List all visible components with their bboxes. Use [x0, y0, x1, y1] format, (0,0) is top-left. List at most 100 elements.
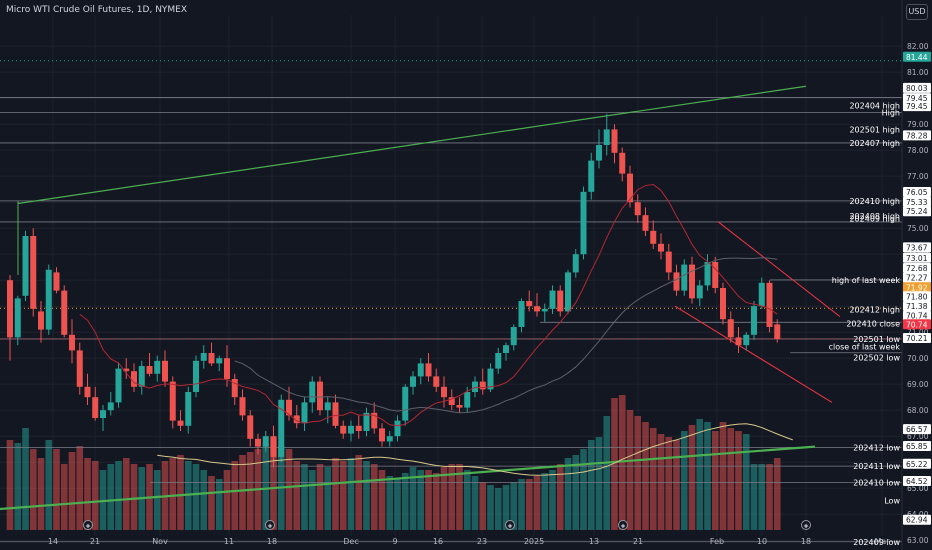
level-label: 202412 high — [849, 305, 900, 314]
volume-bar — [696, 419, 704, 530]
price-badge — [903, 476, 931, 486]
price-tick-label: 78.00 — [907, 146, 929, 155]
candle-body — [262, 436, 269, 447]
level-label: 202411 low — [853, 462, 900, 471]
candle-body — [169, 381, 176, 421]
time-tick-label: Mar — [874, 537, 890, 546]
price-tick-label: 81.00 — [907, 68, 929, 77]
volume-bar — [533, 476, 541, 530]
candle-body — [324, 402, 331, 411]
volume-bar — [45, 440, 53, 530]
volume-bar — [347, 458, 355, 530]
candle-body — [479, 381, 486, 390]
channel-line-upper — [717, 221, 841, 317]
volume-bar — [673, 440, 680, 530]
currency-button[interactable]: USD — [906, 4, 928, 20]
price-badge — [903, 206, 931, 217]
price-badge-label: 71.80 — [906, 292, 928, 301]
level-lines — [0, 60, 902, 543]
volume-bar — [440, 467, 448, 530]
candle-body — [588, 160, 595, 192]
candle-body — [665, 251, 672, 273]
volume-bar — [758, 464, 766, 530]
candle-body — [472, 381, 478, 392]
candle-body — [38, 311, 44, 330]
price-badge-label: 79.45 — [906, 94, 928, 103]
volume-bar — [270, 437, 277, 530]
price-badge-label: 73.67 — [906, 243, 928, 252]
volume-bar — [37, 458, 45, 530]
price-badge-label: 71.92 — [906, 283, 928, 292]
price-badge — [903, 441, 931, 451]
volume-bar — [766, 464, 773, 530]
candle-body — [448, 397, 455, 405]
volume-bar — [84, 458, 91, 530]
candle-body — [107, 402, 114, 411]
price-badge — [903, 130, 931, 141]
level-label: 202501 low — [853, 335, 900, 344]
volume-bar — [130, 464, 138, 530]
price-axis[interactable]: 82.0081.0080.0079.0078.0077.0076.0075.00… — [901, 0, 932, 550]
candle-body — [363, 412, 370, 431]
volume-bar — [122, 458, 130, 530]
event-icons[interactable]: ◈ ◈ ◈ ◈ ◈ — [83, 520, 811, 530]
price-badge — [903, 458, 931, 469]
volume-bar — [239, 455, 246, 530]
candle-body — [611, 129, 618, 153]
time-axis[interactable]: 14 21 Nov 11 18 Dec 9 16 23 2025 13 21 Feb 10 18 Mar — [48, 537, 890, 546]
price-badge — [903, 424, 931, 435]
volume-bar — [735, 431, 742, 530]
price-badge-label: 70.74 — [906, 320, 928, 329]
candle-body — [216, 358, 223, 364]
level-label: 202410 low — [853, 478, 900, 487]
price-badge-label: 75.33 — [906, 198, 928, 207]
volume-bar — [525, 479, 533, 530]
candle-body — [580, 191, 587, 255]
trend-line-top — [17, 85, 807, 205]
candle-body — [727, 319, 734, 338]
candle-body — [278, 399, 285, 457]
candle-body — [510, 327, 517, 346]
volume-bar — [29, 449, 37, 530]
volume-bar — [6, 440, 14, 530]
time-tick-label: 14 — [48, 537, 58, 546]
candle-body — [69, 334, 75, 351]
volume-bar — [618, 395, 626, 530]
candle-body — [123, 368, 130, 372]
candle-body — [557, 290, 564, 312]
time-tick-label: 9 — [392, 537, 397, 546]
price-badge — [903, 101, 931, 112]
volume-bar — [192, 464, 200, 530]
volume-bar — [665, 437, 673, 530]
volume-bar — [215, 479, 223, 530]
candle-body — [386, 436, 393, 442]
candle-body — [735, 337, 742, 346]
price-tick-label: 70.00 — [907, 354, 929, 363]
level-label: 202502 low — [853, 354, 900, 363]
candle-body — [53, 272, 60, 291]
level-label: High — [882, 109, 900, 118]
candle-body — [743, 334, 750, 346]
volume-bar — [115, 461, 122, 530]
candles — [7, 113, 781, 468]
price-badge-label: 71.38 — [906, 302, 928, 311]
candle-body — [696, 285, 703, 299]
time-tick-label: Nov — [152, 537, 168, 546]
volume-bar — [642, 422, 649, 530]
price-badge — [903, 51, 931, 62]
candle-body — [84, 386, 91, 398]
volume-average-line — [157, 423, 793, 476]
candle-body — [162, 360, 168, 382]
event-icon-glyph: ◈ — [268, 523, 273, 530]
candle-body — [355, 425, 362, 431]
candle-body — [22, 236, 29, 296]
price-badge — [903, 333, 931, 343]
volume-bar — [487, 485, 494, 530]
volume-bar — [316, 464, 324, 530]
time-tick-label: 11 — [224, 537, 234, 546]
time-tick-label: 18 — [267, 537, 277, 546]
grid — [0, 15, 902, 541]
candle-body — [417, 363, 424, 377]
candle-body — [642, 215, 649, 231]
